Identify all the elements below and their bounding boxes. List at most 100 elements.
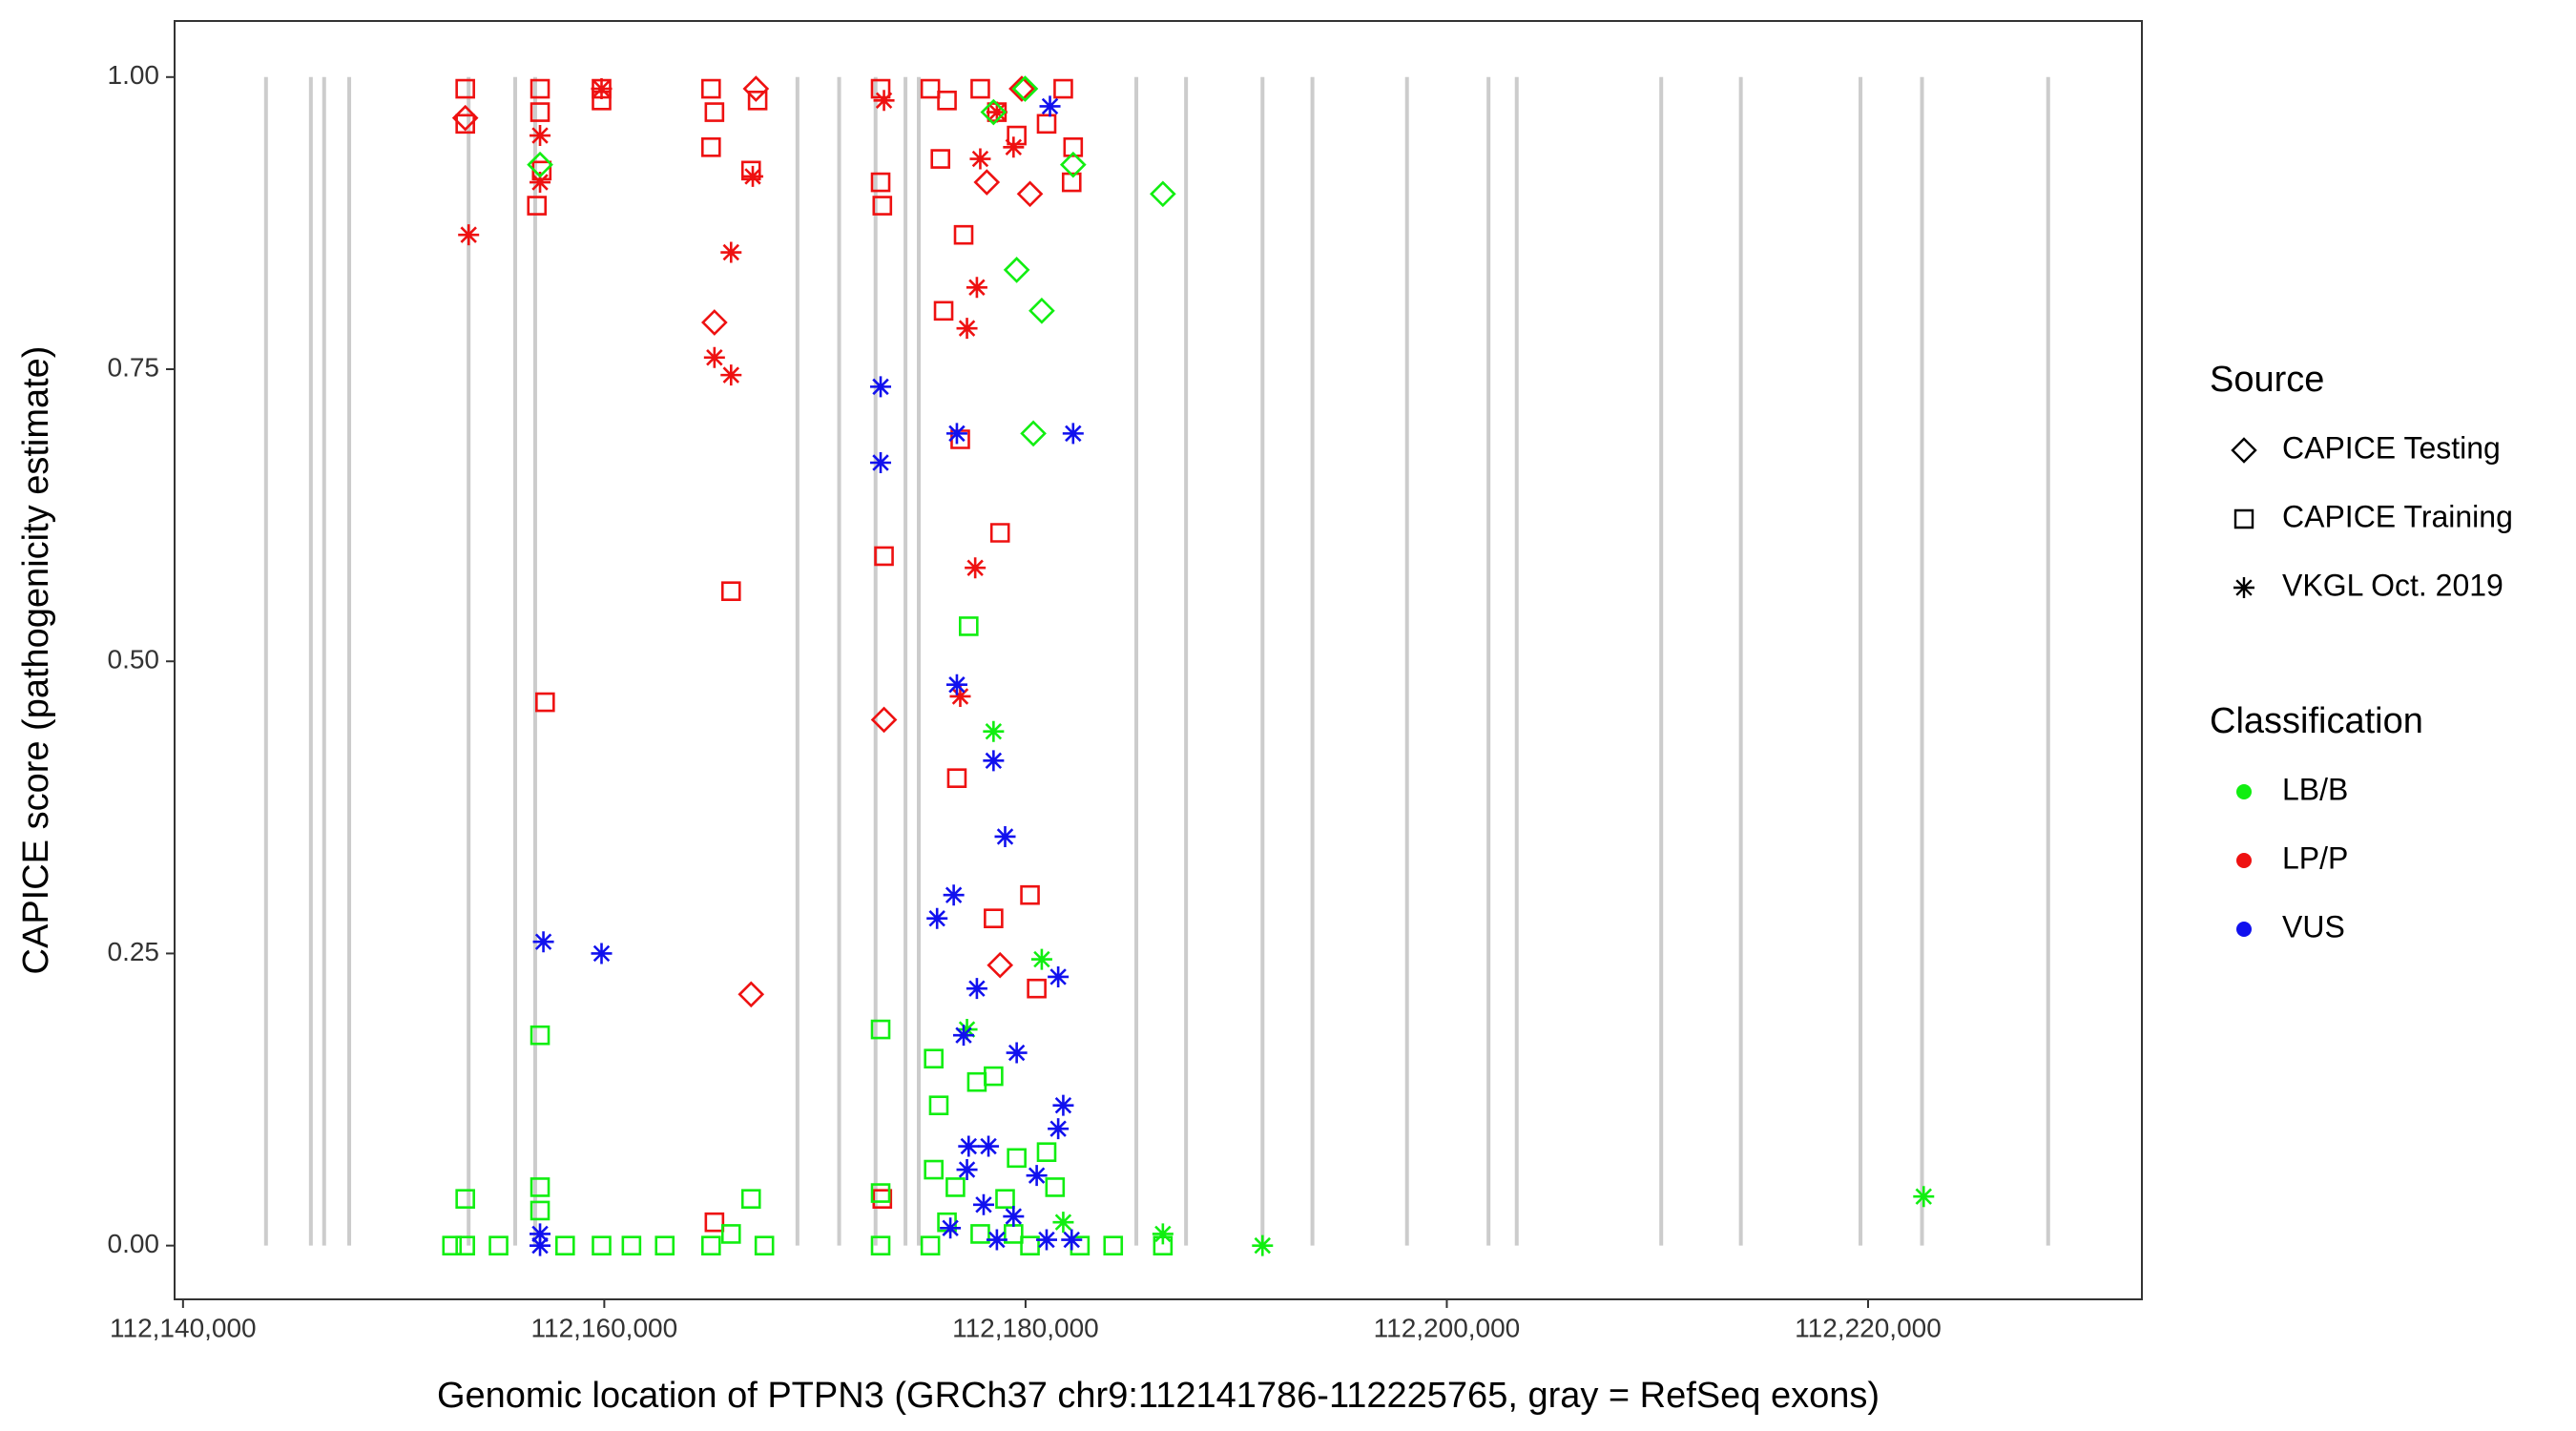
point (527, 151, 553, 178)
point (984, 908, 1004, 928)
point (1252, 1234, 1274, 1256)
point (1039, 95, 1061, 117)
panel-border (174, 20, 2143, 1300)
point (1003, 1206, 1025, 1228)
point (530, 78, 551, 99)
point (937, 1212, 957, 1233)
point (1036, 1142, 1057, 1162)
point (621, 1235, 642, 1255)
point (966, 978, 987, 1000)
point (654, 1235, 675, 1255)
point (870, 376, 892, 398)
point (701, 78, 721, 99)
point (740, 160, 761, 181)
legend-key (2233, 577, 2254, 598)
point (956, 1159, 978, 1181)
point (987, 102, 1008, 122)
point (1020, 1235, 1040, 1255)
point (924, 1048, 944, 1068)
point (986, 1229, 1008, 1251)
point (488, 1235, 509, 1255)
point (969, 148, 991, 170)
point (737, 981, 765, 1008)
legend-label: CAPICE Testing (2282, 430, 2501, 465)
x-tick-label: 112,180,000 (952, 1313, 1099, 1342)
x-tick-label: 112,160,000 (531, 1313, 678, 1342)
point (1036, 114, 1057, 135)
point (530, 172, 551, 194)
point (1016, 180, 1044, 208)
y-tick-label: 0.00 (108, 1229, 160, 1258)
point (1003, 257, 1030, 283)
point (870, 1183, 891, 1203)
point (1062, 423, 1084, 445)
point (700, 309, 728, 336)
legend-key (2236, 922, 2252, 937)
point (442, 1235, 463, 1255)
point (530, 1223, 551, 1245)
legend-key (2233, 508, 2254, 529)
legend-label: LB/B (2282, 772, 2348, 806)
point (965, 557, 987, 579)
point (591, 78, 613, 100)
point (870, 78, 891, 99)
point (1006, 1042, 1028, 1064)
point (1008, 75, 1035, 102)
x-tick-label: 112,200,000 (1374, 1313, 1521, 1342)
legend-key (2236, 853, 2252, 868)
point (720, 241, 742, 263)
legend-title: Source (2210, 360, 2324, 400)
point (530, 102, 551, 122)
point (983, 720, 1005, 742)
y-tick-label: 0.25 (108, 937, 160, 966)
legend-label: VUS (2282, 909, 2345, 944)
point (926, 907, 948, 929)
x-axis-label: Genomic location of PTPN3 (GRCh37 chr9:1… (437, 1376, 1880, 1416)
x-tick-label: 112,220,000 (1795, 1313, 1942, 1342)
point (1052, 1212, 1074, 1234)
point (1152, 1223, 1174, 1245)
y-tick-label: 1.00 (108, 60, 160, 90)
point (1007, 125, 1027, 146)
point (754, 1235, 775, 1255)
point (530, 1177, 551, 1197)
point (973, 169, 1001, 196)
point (870, 706, 898, 734)
point (956, 1019, 978, 1041)
point (995, 1189, 1015, 1209)
point (966, 277, 987, 299)
point (740, 1189, 761, 1209)
point (946, 768, 967, 789)
point (455, 1235, 475, 1255)
point (704, 1212, 725, 1233)
point (937, 90, 957, 111)
point (928, 1095, 949, 1115)
point (933, 301, 954, 321)
legend-label: LP/P (2282, 840, 2348, 875)
point (1103, 1235, 1124, 1255)
point (532, 931, 554, 953)
point (701, 1235, 721, 1255)
point (1045, 1177, 1066, 1197)
point (953, 224, 974, 245)
point (1053, 78, 1073, 99)
point (994, 825, 1016, 847)
point (930, 149, 951, 169)
point (983, 750, 1005, 772)
point (530, 125, 551, 147)
point (1007, 1148, 1027, 1169)
point (747, 90, 768, 111)
point (924, 1159, 944, 1180)
point (958, 1135, 980, 1157)
point (987, 951, 1014, 979)
point (870, 1019, 891, 1040)
point (720, 364, 742, 386)
point (1026, 1165, 1048, 1187)
point (530, 1200, 551, 1221)
x-tick-label: 112,140,000 (110, 1313, 257, 1342)
point (950, 429, 970, 449)
legend-key (2236, 784, 2252, 799)
point (592, 1235, 612, 1255)
